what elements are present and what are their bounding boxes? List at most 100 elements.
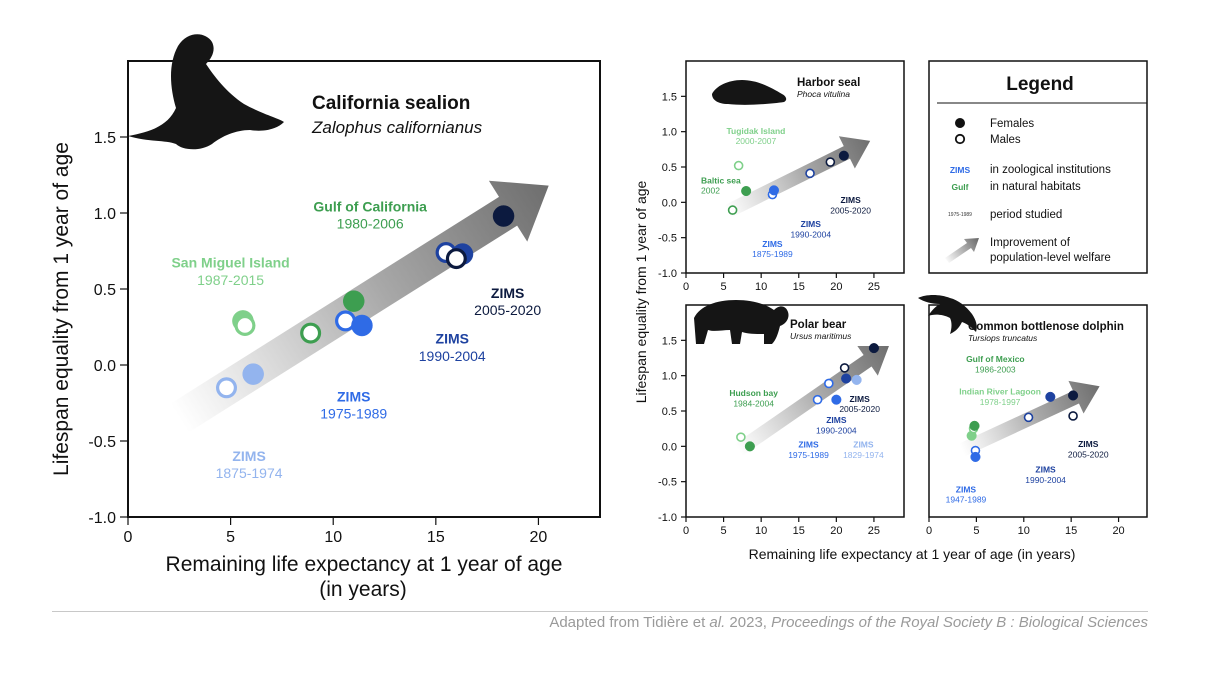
legend-arrow-text-2: population-level welfare: [990, 252, 1111, 264]
credit-year: 2023,: [725, 614, 772, 631]
legend-zims-tag: ZIMS: [950, 165, 971, 175]
sealion-silhouette-icon: [128, 34, 284, 150]
male-point: [300, 322, 322, 344]
welfare-arrow-harbor: [724, 136, 871, 218]
legend-box: [928, 60, 1148, 274]
female-point: [1045, 391, 1056, 402]
group-label-period: 1990-2004: [1025, 475, 1066, 485]
credit-prefix: Adapted from Tidière et: [549, 614, 710, 631]
x-tick-label: 15: [1065, 525, 1077, 537]
x-tick-label: 5: [226, 529, 235, 546]
polar-bear-silhouette-icon: [694, 300, 789, 344]
group-label-period: 1975-1989: [320, 406, 387, 422]
legend: Legend Females Males ZIMS in zoological inst…: [928, 60, 1148, 274]
group-label-period: 1986-2003: [975, 365, 1016, 375]
x-tick-label: 25: [868, 525, 880, 537]
male-point: [825, 157, 836, 167]
group-label-period: 2005-2020: [830, 205, 871, 215]
x-tick-label: 0: [926, 525, 932, 537]
legend-period-text: period studied: [990, 209, 1062, 221]
panel-harbor: 0 5 10 15 20 25 -1.0 -0.5 0.0 0.5 1.0 1.5 Tugidak Is…: [658, 60, 905, 293]
group-label-name: San Miguel Island: [171, 255, 289, 271]
y-tick-label: 1.5: [662, 91, 677, 103]
female-point: [868, 343, 879, 354]
x-tick-label: 0: [124, 529, 133, 546]
group-label-period: 2002: [701, 186, 720, 196]
shared-x-axis-label: Remaining life expectancy at 1 year of a…: [749, 546, 1076, 562]
x-tick-label: 5: [721, 525, 727, 537]
legend-male-marker: [954, 133, 966, 145]
female-point: [741, 185, 752, 197]
group-label-period: 1829-1974: [843, 450, 884, 460]
y-tick-label: 0.5: [662, 162, 677, 174]
credit-journal: Proceedings of the Royal Society B : Bio…: [771, 614, 1148, 631]
group-label-period: 2005-2020: [1068, 449, 1109, 459]
welfare-arrow-polar: [734, 345, 889, 456]
x-tick-label: 20: [530, 529, 548, 546]
y-axis-label: Lifespan equality from 1 year of age: [50, 142, 73, 476]
male-point: [727, 205, 738, 215]
y-tick-label: 1.0: [662, 127, 677, 139]
group-label-period: 1947-1989: [946, 495, 987, 505]
y-tick-label: 1.5: [94, 130, 116, 147]
y-tick-label: 0.0: [94, 358, 116, 375]
legend-gulf-tag: Gulf: [952, 182, 969, 192]
harbor-seal-silhouette-icon: [712, 80, 787, 105]
panel-subtitle: Ursus maritimus: [790, 331, 852, 341]
group-label-period: 1987-2015: [197, 272, 264, 288]
group-label-period: 1875-1989: [752, 249, 793, 259]
group-label-period: 1990-2004: [419, 348, 486, 364]
group-label-name: Gulf of California: [313, 198, 427, 214]
female-point: [838, 150, 849, 161]
y-tick-label: 1.0: [662, 371, 677, 383]
group-label-period: 1990-2004: [790, 229, 831, 239]
female-point: [768, 185, 780, 196]
group-label-name: ZIMS: [337, 388, 370, 404]
legend-females-label: Females: [990, 118, 1034, 130]
group-label-period: 1875-1974: [216, 465, 283, 481]
x-axis-label: Remaining life expectancy at 1 year of a…: [166, 553, 563, 576]
group-label-period: 1990-2004: [816, 425, 857, 435]
group-label-name: ZIMS: [1078, 439, 1099, 449]
group-label-name: ZIMS: [798, 440, 819, 450]
legend-arrow-text-1: Improvement of: [990, 237, 1071, 249]
female-point: [970, 451, 981, 462]
y-tick-label: -1.0: [88, 510, 116, 527]
panel-title: Polar bear: [790, 319, 847, 331]
group-label-name: ZIMS: [849, 394, 870, 404]
male-point: [1023, 412, 1034, 423]
female-point: [342, 290, 365, 312]
legend-zims-text: in zoological institutions: [990, 164, 1111, 176]
panel-polar: 0 5 10 15 20 25 -1.0 -0.5 0.0 0.5 1.0 1.5 Hudson bay…: [658, 300, 905, 537]
y-tick-label: -0.5: [88, 434, 116, 451]
group-label-name: ZIMS: [762, 239, 783, 249]
x-tick-label: 15: [427, 529, 445, 546]
female-point: [242, 363, 264, 385]
group-label-period: 1975-1989: [788, 450, 829, 460]
credit-etal: al.: [709, 614, 726, 631]
x-tick-label: 5: [973, 525, 979, 537]
male-point: [733, 160, 744, 171]
male-point: [805, 168, 815, 179]
x-tick-label: 10: [755, 281, 767, 293]
group-label-name: Indian River Lagoon: [959, 387, 1041, 397]
group-label-period: 1980-2006: [337, 216, 404, 232]
group-label-name: Gulf of Mexico: [966, 354, 1025, 364]
y-tick-label: 0.5: [94, 282, 116, 299]
legend-males-label: Males: [990, 134, 1021, 146]
male-point: [234, 314, 256, 336]
group-label-name: ZIMS: [853, 440, 874, 450]
x-tick-label: 25: [868, 281, 880, 293]
x-tick-label: 0: [683, 525, 689, 537]
x-tick-label: 5: [721, 281, 727, 293]
group-label-name: ZIMS: [491, 285, 524, 301]
group-label-name: ZIMS: [840, 195, 861, 205]
panel-subtitle: Zalophus californianus: [311, 118, 483, 137]
group-label-name: ZIMS: [436, 331, 469, 347]
group-label-period: 2005-2020: [474, 302, 541, 318]
legend-title: Legend: [1006, 74, 1074, 95]
x-tick-label: 10: [1018, 525, 1030, 537]
group-label-period: 2000-2007: [736, 136, 777, 146]
female-point: [851, 374, 862, 385]
